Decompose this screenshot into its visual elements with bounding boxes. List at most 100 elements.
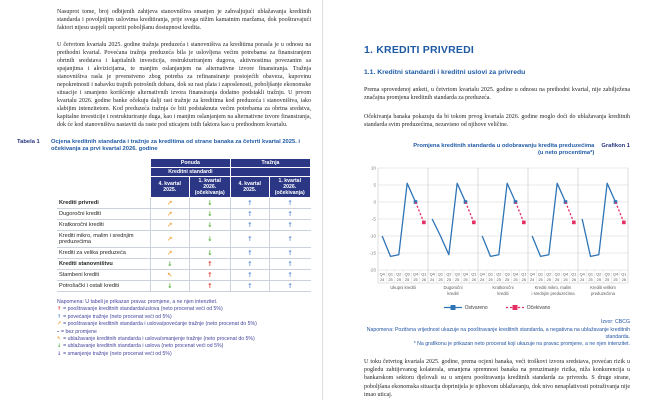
svg-text:Q1: Q1 [521, 271, 526, 276]
svg-text:25: 25 [497, 277, 501, 282]
svg-text:26: 26 [472, 277, 476, 282]
col-header-q4-2025-demand: 4. kvartal 2025. [229, 176, 270, 198]
note-arrow-purple-icon: ↓ [57, 350, 64, 357]
panel-caption: Dugoročni [443, 285, 462, 290]
trend-arrow-blue-icon: ↑ [268, 230, 311, 248]
series-expected-line [514, 201, 525, 223]
trend-arrow-green-icon: ↓ [188, 230, 231, 248]
svg-text:Q4: Q4 [463, 271, 469, 276]
svg-text:26: 26 [622, 277, 626, 282]
svg-text:Q2: Q2 [446, 271, 451, 276]
table-row: Krediti privredi ↗ ↓ ↑ ↑ [57, 197, 311, 209]
series-actual-line [431, 182, 467, 255]
svg-text:Q4: Q4 [613, 271, 619, 276]
svg-text:Q3: Q3 [505, 271, 510, 276]
row-label: Potrošački i ostali krediti [57, 280, 151, 292]
row-label: Stambeni krediti [57, 269, 151, 281]
trend-arrow-blue-icon: ↑ [268, 219, 311, 231]
chart-legend: Ostvareno Očekivano [364, 304, 630, 313]
svg-text:Q4: Q4 [513, 271, 519, 276]
trend-arrow-blue-icon: ↑ [229, 280, 270, 292]
svg-text:-15: -15 [369, 250, 376, 255]
panel-caption: krediti [497, 291, 508, 296]
svg-text:25: 25 [605, 277, 609, 282]
svg-text:25: 25 [388, 277, 392, 282]
panel-caption: Krediti velikim [590, 285, 616, 290]
series-actual-line [481, 182, 517, 257]
series-actual-line [531, 182, 567, 257]
credit-table-body: Krediti privredi ↗ ↓ ↑ ↑ Dugoročni krediti ↗ ↓ ↑… [57, 197, 311, 292]
note-arrow-note-icon: - [57, 328, 61, 335]
series-expected-line [414, 201, 425, 223]
svg-text:25: 25 [555, 277, 559, 282]
note-line: ↗ = pooštravanje kreditnih standarda i u… [57, 321, 311, 328]
trend-arrow-blue-icon: ↑ [268, 280, 311, 292]
trend-arrow-orange-icon: ↗ [149, 219, 189, 231]
table-row: Stambeni krediti ↖ ↑ ↑ ↑ [57, 269, 311, 281]
svg-text:25: 25 [588, 277, 592, 282]
trend-arrow-blue-icon: ↑ [268, 247, 311, 259]
note-line: ↓ = smanjenje tražnje (neto procenat već… [57, 351, 311, 358]
body-paragraph-2: U četvrtom kvartalu 2025. godine tražnja… [57, 42, 311, 128]
trend-arrow-blue-icon: ↑ [268, 269, 311, 281]
trend-arrow-blue-icon: ↑ [229, 197, 270, 209]
table-row: Dugoročni krediti ↗ ↓ ↑ ↑ [57, 208, 311, 220]
row-label: Kratkoročni krediti [57, 219, 151, 231]
body-paragraph-1: Nasuprot tome, broj odbijenih zahtjeva s… [57, 9, 311, 31]
trend-arrow-orange-icon: ↗ [149, 247, 189, 259]
right-paragraph-1: Prema sprovedenoj anketi, u četvrtom kva… [364, 87, 630, 102]
svg-text:26: 26 [572, 277, 576, 282]
table-notes-header: Napomena: U tabeli je prikazan pravac pr… [57, 299, 218, 305]
svg-text:25: 25 [513, 277, 517, 282]
section-heading: 1. KREDITI PRIVREDI [364, 44, 474, 56]
row-label: Krediti mikro, malim i srednjim preduzeć… [57, 230, 151, 248]
trend-arrow-red-icon: ↑ [188, 269, 231, 281]
svg-text:Q2: Q2 [596, 271, 601, 276]
svg-text:25: 25 [455, 277, 459, 282]
legend-item-actual: Ostvareno [443, 304, 488, 313]
svg-text:Q1: Q1 [471, 271, 476, 276]
chart-subtitle: (u neto procentima*) [537, 149, 595, 156]
svg-text:Q1: Q1 [571, 271, 576, 276]
note-arrow-red-icon: ↑ [57, 306, 64, 313]
svg-text:-10: -10 [369, 233, 376, 238]
svg-text:10: 10 [371, 165, 377, 170]
subgroup-empty [229, 167, 312, 177]
note-text: = bez promjene [60, 328, 97, 335]
trend-arrow-orange-icon: ↗ [149, 230, 189, 248]
note-line: ↖ = ublažavanje kreditnih standarda i us… [57, 336, 311, 343]
trend-arrow-green-icon: ↓ [188, 219, 231, 231]
colgroup-ponuda: Ponuda [149, 158, 231, 168]
svg-text:25: 25 [438, 277, 442, 282]
svg-text:-20: -20 [369, 267, 376, 272]
trend-arrow-green-icon: ↓ [188, 197, 231, 209]
trend-arrow-blue-icon: ↑ [229, 208, 270, 220]
svg-text:Q4: Q4 [530, 271, 536, 276]
panel-caption: Kratkoročni [492, 285, 513, 290]
svg-text:25: 25 [397, 277, 401, 282]
panel-caption: i srednjim preduzećima [531, 291, 575, 296]
svg-text:Q1: Q1 [621, 271, 626, 276]
series-expected-line [564, 201, 575, 223]
note-line: ↓ = ublažavanje kreditnih standarda i us… [57, 343, 311, 350]
chart-title: Promjena kreditnih standarda u odobravan… [413, 142, 595, 149]
panel-caption: preduzećima [591, 291, 616, 296]
panel-caption: Ukupni krediti [390, 285, 415, 290]
series-expected-line [614, 201, 625, 223]
svg-text:25: 25 [463, 277, 467, 282]
trend-arrow-blue-icon: ↑ [229, 219, 270, 231]
svg-text:24: 24 [430, 277, 435, 282]
note-text: = ublažavanje kreditnih standarda i uslo… [63, 336, 255, 343]
note-line: - = bez promjene [57, 329, 311, 336]
legend-swatch-expected-icon [505, 304, 524, 313]
svg-text:Q4: Q4 [480, 271, 486, 276]
svg-text:25: 25 [547, 277, 551, 282]
row-label: Krediti stanovništvu [57, 258, 151, 270]
row-label: Dugoročni krediti [57, 208, 151, 220]
svg-text:25: 25 [488, 277, 492, 282]
trend-arrow-blue-icon: ↑ [268, 258, 311, 270]
table-caption-text: Ocjena kreditnih standarda i tražnje za … [51, 139, 301, 152]
trend-arrow-green-icon: ↓ [149, 280, 189, 292]
row-label: Krediti privredi [57, 197, 151, 209]
